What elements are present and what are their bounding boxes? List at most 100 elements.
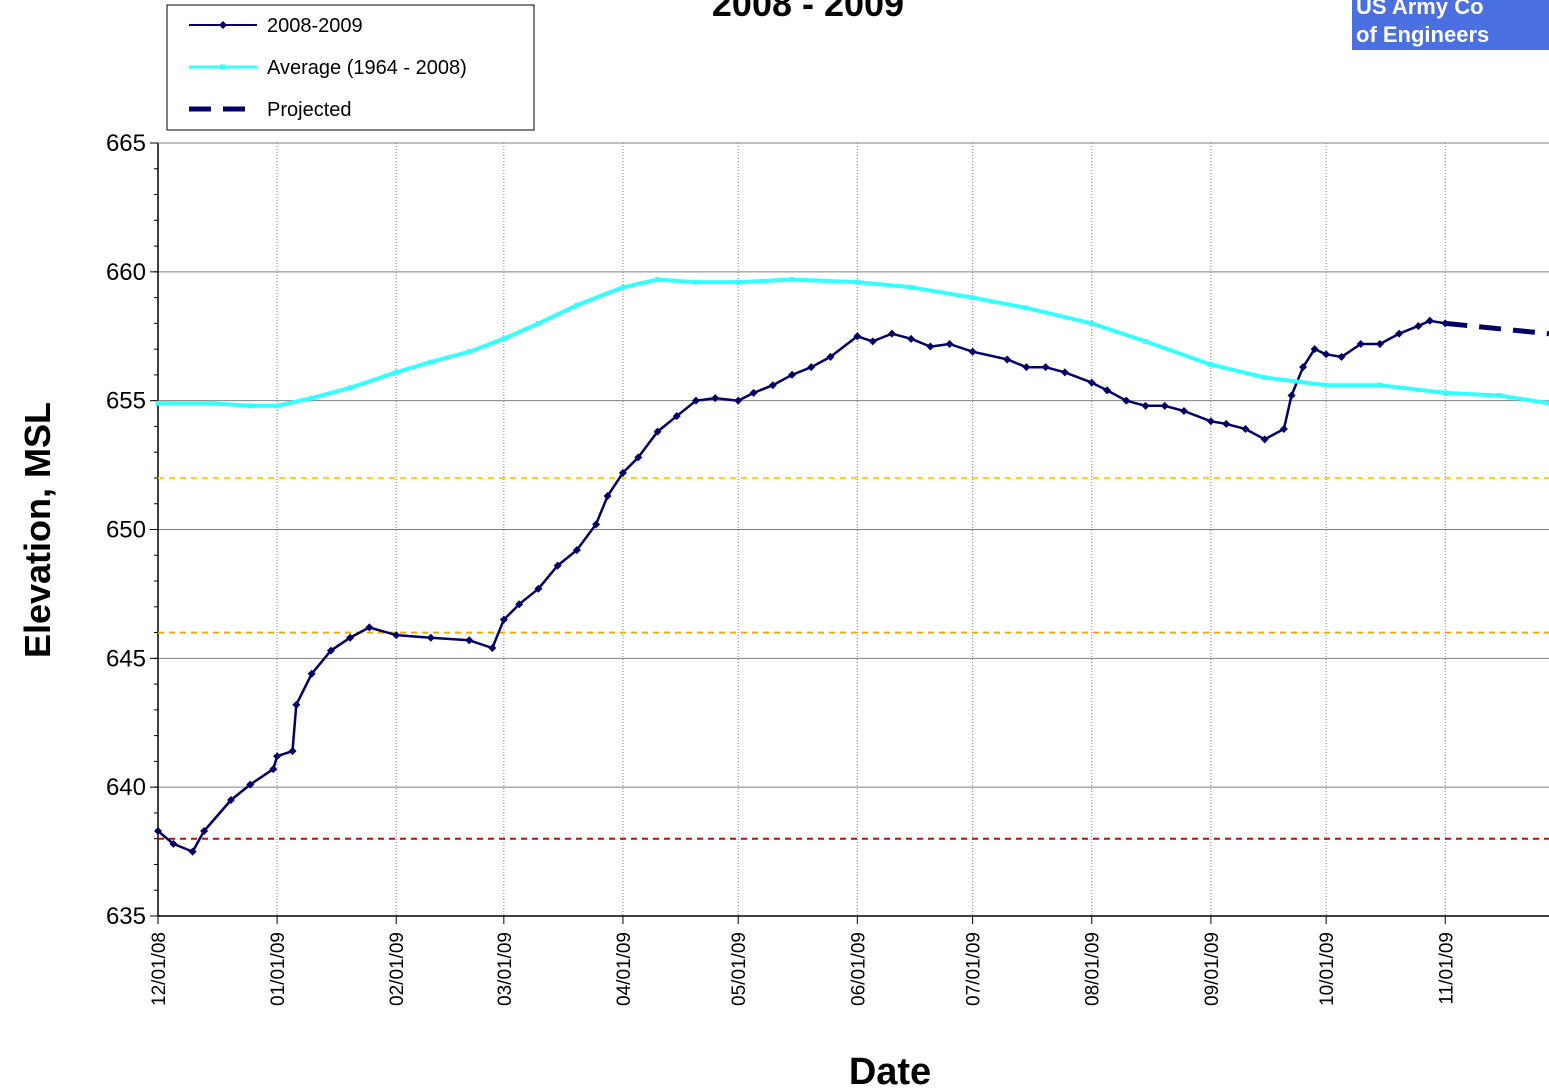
data-point xyxy=(1089,320,1095,326)
data-point xyxy=(155,400,161,406)
data-point xyxy=(1546,400,1549,406)
logo-text: of Engineers xyxy=(1356,22,1489,47)
y-tick-label: 640 xyxy=(106,774,146,801)
data-point xyxy=(1041,363,1050,372)
data-point xyxy=(908,284,914,290)
legend-label: Average (1964 - 2008) xyxy=(267,57,467,79)
data-point xyxy=(515,600,524,609)
data-point xyxy=(854,279,860,285)
data-point xyxy=(634,453,643,462)
data-point xyxy=(1208,362,1214,368)
data-point xyxy=(1222,419,1231,428)
x-tick-label: 03/01/09 xyxy=(495,932,516,1006)
data-point xyxy=(592,520,601,529)
data-point xyxy=(768,381,777,390)
data-point xyxy=(1143,338,1149,344)
data-point xyxy=(1260,435,1269,444)
data-point xyxy=(968,347,977,356)
data-point xyxy=(1141,401,1150,410)
data-point xyxy=(603,492,612,501)
data-point xyxy=(1377,382,1383,388)
data-point xyxy=(970,295,976,301)
data-point xyxy=(309,395,315,401)
data-point xyxy=(1241,425,1250,434)
data-point xyxy=(466,349,472,355)
legend-marker xyxy=(220,64,225,70)
data-point xyxy=(209,400,215,406)
data-point xyxy=(426,633,435,642)
data-point xyxy=(1496,393,1502,399)
data-point xyxy=(618,468,627,477)
data-point xyxy=(1375,339,1384,348)
data-point xyxy=(392,631,401,640)
data-point xyxy=(1337,352,1346,361)
data-point xyxy=(499,615,508,624)
y-tick-label: 655 xyxy=(106,388,146,415)
data-point xyxy=(1414,321,1423,330)
data-point xyxy=(807,363,816,372)
data-point xyxy=(535,320,541,326)
data-point xyxy=(169,839,178,848)
data-point xyxy=(1160,401,1169,410)
data-point xyxy=(1262,374,1268,380)
legend-marker xyxy=(219,21,227,29)
data-point xyxy=(326,646,335,655)
data-point xyxy=(735,279,741,285)
data-point xyxy=(887,329,896,338)
data-point xyxy=(926,342,935,351)
data-point xyxy=(292,700,301,709)
data-point xyxy=(788,370,797,379)
data-point xyxy=(488,644,497,653)
data-point xyxy=(672,412,681,421)
x-tick-label: 11/01/09 xyxy=(1436,932,1457,1005)
data-point xyxy=(307,669,316,678)
data-point xyxy=(1023,305,1029,311)
data-point xyxy=(465,636,474,645)
data-point xyxy=(428,359,434,365)
x-axis-label: Date xyxy=(849,1051,931,1092)
data-point xyxy=(653,427,662,436)
data-point xyxy=(269,765,278,774)
series-line xyxy=(158,277,1549,408)
data-point xyxy=(1322,350,1331,359)
data-point xyxy=(1003,355,1012,364)
data-point xyxy=(346,633,355,642)
x-tick-label: 06/01/09 xyxy=(848,932,869,1006)
y-tick-label: 645 xyxy=(106,645,146,672)
y-tick-label: 650 xyxy=(106,517,146,544)
data-point xyxy=(200,826,209,835)
y-tick-label: 635 xyxy=(106,903,146,930)
legend-label: 2008-2009 xyxy=(267,15,363,37)
series-line xyxy=(157,319,1446,853)
data-point xyxy=(691,396,700,405)
data-point xyxy=(347,385,353,391)
data-point xyxy=(1356,339,1365,348)
x-tick-label: 01/01/09 xyxy=(268,932,289,1006)
data-point xyxy=(620,284,626,290)
data-point xyxy=(1060,368,1069,377)
data-point xyxy=(365,623,374,632)
x-tick-label: 08/01/09 xyxy=(1083,932,1104,1006)
x-tick-label: 07/01/09 xyxy=(964,932,985,1006)
x-tick-label: 10/01/09 xyxy=(1317,932,1338,1006)
data-point xyxy=(274,403,280,409)
data-point xyxy=(734,396,743,405)
x-tick-label: 09/01/09 xyxy=(1202,932,1223,1006)
data-point xyxy=(1103,386,1112,395)
x-tick-label: 04/01/09 xyxy=(614,932,635,1006)
data-point xyxy=(154,826,162,835)
data-point xyxy=(227,796,236,805)
data-point xyxy=(246,780,255,789)
data-point xyxy=(247,403,253,409)
x-tick-label: 12/01/08 xyxy=(149,932,170,1006)
data-point xyxy=(853,332,862,341)
data-point xyxy=(1087,378,1096,387)
data-point xyxy=(1395,329,1404,338)
data-point xyxy=(1022,363,1031,372)
data-point xyxy=(693,279,699,285)
logo-text: US Army Co xyxy=(1356,0,1484,19)
data-point xyxy=(534,584,543,593)
data-point xyxy=(749,388,758,397)
